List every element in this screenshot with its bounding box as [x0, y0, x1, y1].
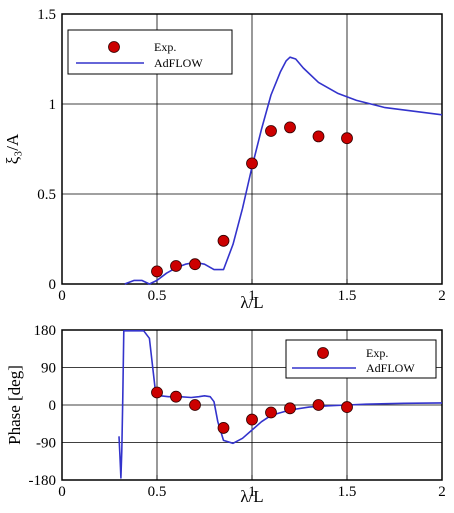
- amplitude-x-tick-label-2: 1: [248, 288, 256, 304]
- amplitude-exp-point-5: [265, 125, 277, 137]
- phase-series: [118, 330, 443, 479]
- phase-legend: Exp. AdFLOW: [285, 339, 437, 379]
- phase-exp-point-1: [170, 390, 182, 403]
- phase-legend-exp-label: Exp.: [366, 346, 388, 360]
- phase-legend-adflow-label: AdFLOW: [366, 361, 415, 375]
- phase-chart: 0 0.5 1 1.5 2 -180 -90 0 90 180 λ/L Phase [deg] E…: [5, 323, 446, 506]
- amplitude-exp-point-4: [246, 157, 258, 170]
- amplitude-ticks: 0 0.5 1 1.5 2 0 0.5 1 1.5: [37, 7, 446, 304]
- amplitude-x-tick-label-3: 1.5: [338, 288, 357, 304]
- phase-x-tick-label-3: 1.5: [338, 484, 357, 500]
- phase-ticks: 0 0.5 1 1.5 2 -180 -90 0 90 180: [29, 323, 446, 500]
- phase-y-tick-label-4: 180: [34, 323, 57, 339]
- amplitude-y-tick-label-2: 1: [49, 97, 57, 113]
- amplitude-series: [124, 56, 443, 285]
- phase-exp-point-5: [265, 406, 277, 419]
- phase-x-tick-label-4: 2: [438, 484, 446, 500]
- amplitude-y-tick-label-0: 0: [49, 277, 57, 293]
- phase-exp-point-8: [341, 401, 353, 413]
- amplitude-exp-point-2: [189, 258, 201, 271]
- phase-exp-point-7: [312, 399, 325, 411]
- amplitude-x-tick-label-4: 2: [438, 288, 446, 304]
- amplitude-legend-exp-marker: [108, 41, 120, 53]
- phase-x-tick-label-0: 0: [58, 484, 66, 500]
- phase-exp-point-0: [151, 386, 163, 399]
- amplitude-y-axis-label: ξ₃/A: [3, 133, 22, 164]
- phase-legend-box: [285, 339, 437, 379]
- phase-legend-exp-marker: [317, 347, 329, 359]
- phase-y-axis-label: Phase [deg]: [5, 365, 24, 445]
- amplitude-legend-adflow-label: AdFLOW: [154, 56, 203, 70]
- phase-exp-point-3: [217, 422, 230, 434]
- phase-y-tick-label-3: 90: [41, 361, 56, 377]
- amplitude-y-tick-label-3: 1.5: [37, 7, 56, 23]
- amplitude-exp-point-0: [151, 265, 163, 278]
- amplitude-exp-point-8: [341, 132, 353, 145]
- amplitude-y-tick-label-1: 0.5: [37, 187, 56, 203]
- amplitude-exp-point-1: [170, 260, 182, 272]
- amplitude-x-tick-label-0: 0: [58, 288, 66, 304]
- amplitude-exp-point-7: [312, 130, 325, 143]
- phase-x-tick-label-1: 0.5: [148, 484, 167, 500]
- phase-y-tick-label-2: 0: [49, 398, 57, 414]
- amplitude-x-tick-label-1: 0.5: [148, 288, 167, 304]
- phase-exp-point-4: [246, 413, 258, 426]
- amplitude-chart: 0 0.5 1 1.5 2 0 0.5 1 1.5 λ/L ξ₃/A Exp. AdFLOW: [3, 7, 446, 312]
- amplitude-legend: Exp. AdFLOW: [67, 29, 233, 75]
- amplitude-adflow-line: [124, 56, 443, 285]
- amplitude-exp-point-3: [217, 234, 230, 247]
- amplitude-exp-point-6: [284, 121, 296, 134]
- phase-exp-point-2: [189, 399, 201, 411]
- phase-x-tick-label-2: 1: [248, 484, 256, 500]
- amplitude-legend-box: [67, 29, 233, 75]
- phase-y-tick-label-0: -180: [29, 473, 57, 489]
- amplitude-x-axis-label: λ/L: [240, 293, 263, 312]
- amplitude-legend-exp-label: Exp.: [154, 40, 176, 54]
- phase-exp-point-6: [284, 402, 296, 415]
- phase-x-axis-label: λ/L: [240, 487, 263, 506]
- phase-y-tick-label-1: -90: [36, 436, 56, 452]
